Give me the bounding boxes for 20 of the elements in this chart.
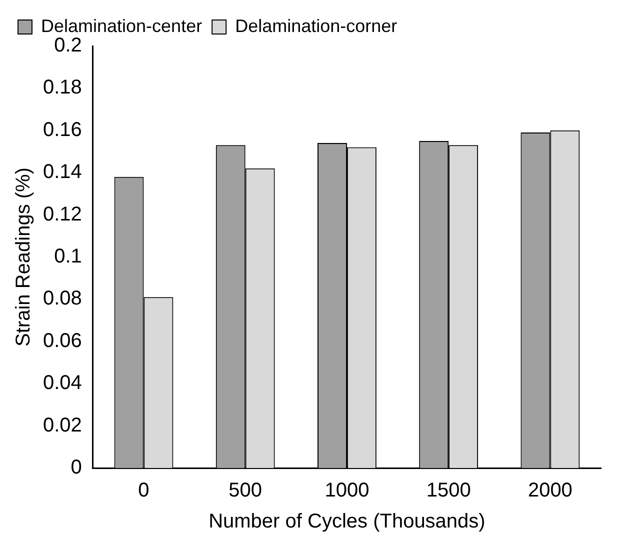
y-tick-label: 0.02	[42, 414, 82, 436]
x-tick-label: 0	[138, 480, 150, 502]
legend-label: Delamination-center	[41, 16, 202, 36]
y-tick-label: 0.16	[42, 118, 82, 141]
y-tick-label: 0	[70, 456, 82, 479]
y-tick-label: 0.04	[42, 372, 82, 394]
y-tick-label: 0.14	[42, 161, 82, 184]
x-axis-title: Number of Cycles (Thousands)	[208, 510, 486, 533]
x-tick-label: 1000	[324, 480, 370, 502]
x-tick-label: 500	[228, 480, 262, 502]
y-tick-label: 0.1	[54, 246, 82, 268]
y-tick-label: 0.18	[42, 76, 82, 99]
y-tick-label: 0.12	[42, 203, 82, 226]
x-tick-label: 2000	[528, 480, 572, 502]
y-tick-label: 0.08	[42, 288, 82, 310]
y-tick-label: 0.06	[42, 330, 82, 352]
y-tick-label: 0.2	[54, 34, 82, 57]
y-axis-title: Strain Readings (%)	[12, 168, 35, 346]
x-tick-label: 1500	[426, 480, 471, 502]
legend-label: Delamination-corner	[235, 16, 398, 36]
